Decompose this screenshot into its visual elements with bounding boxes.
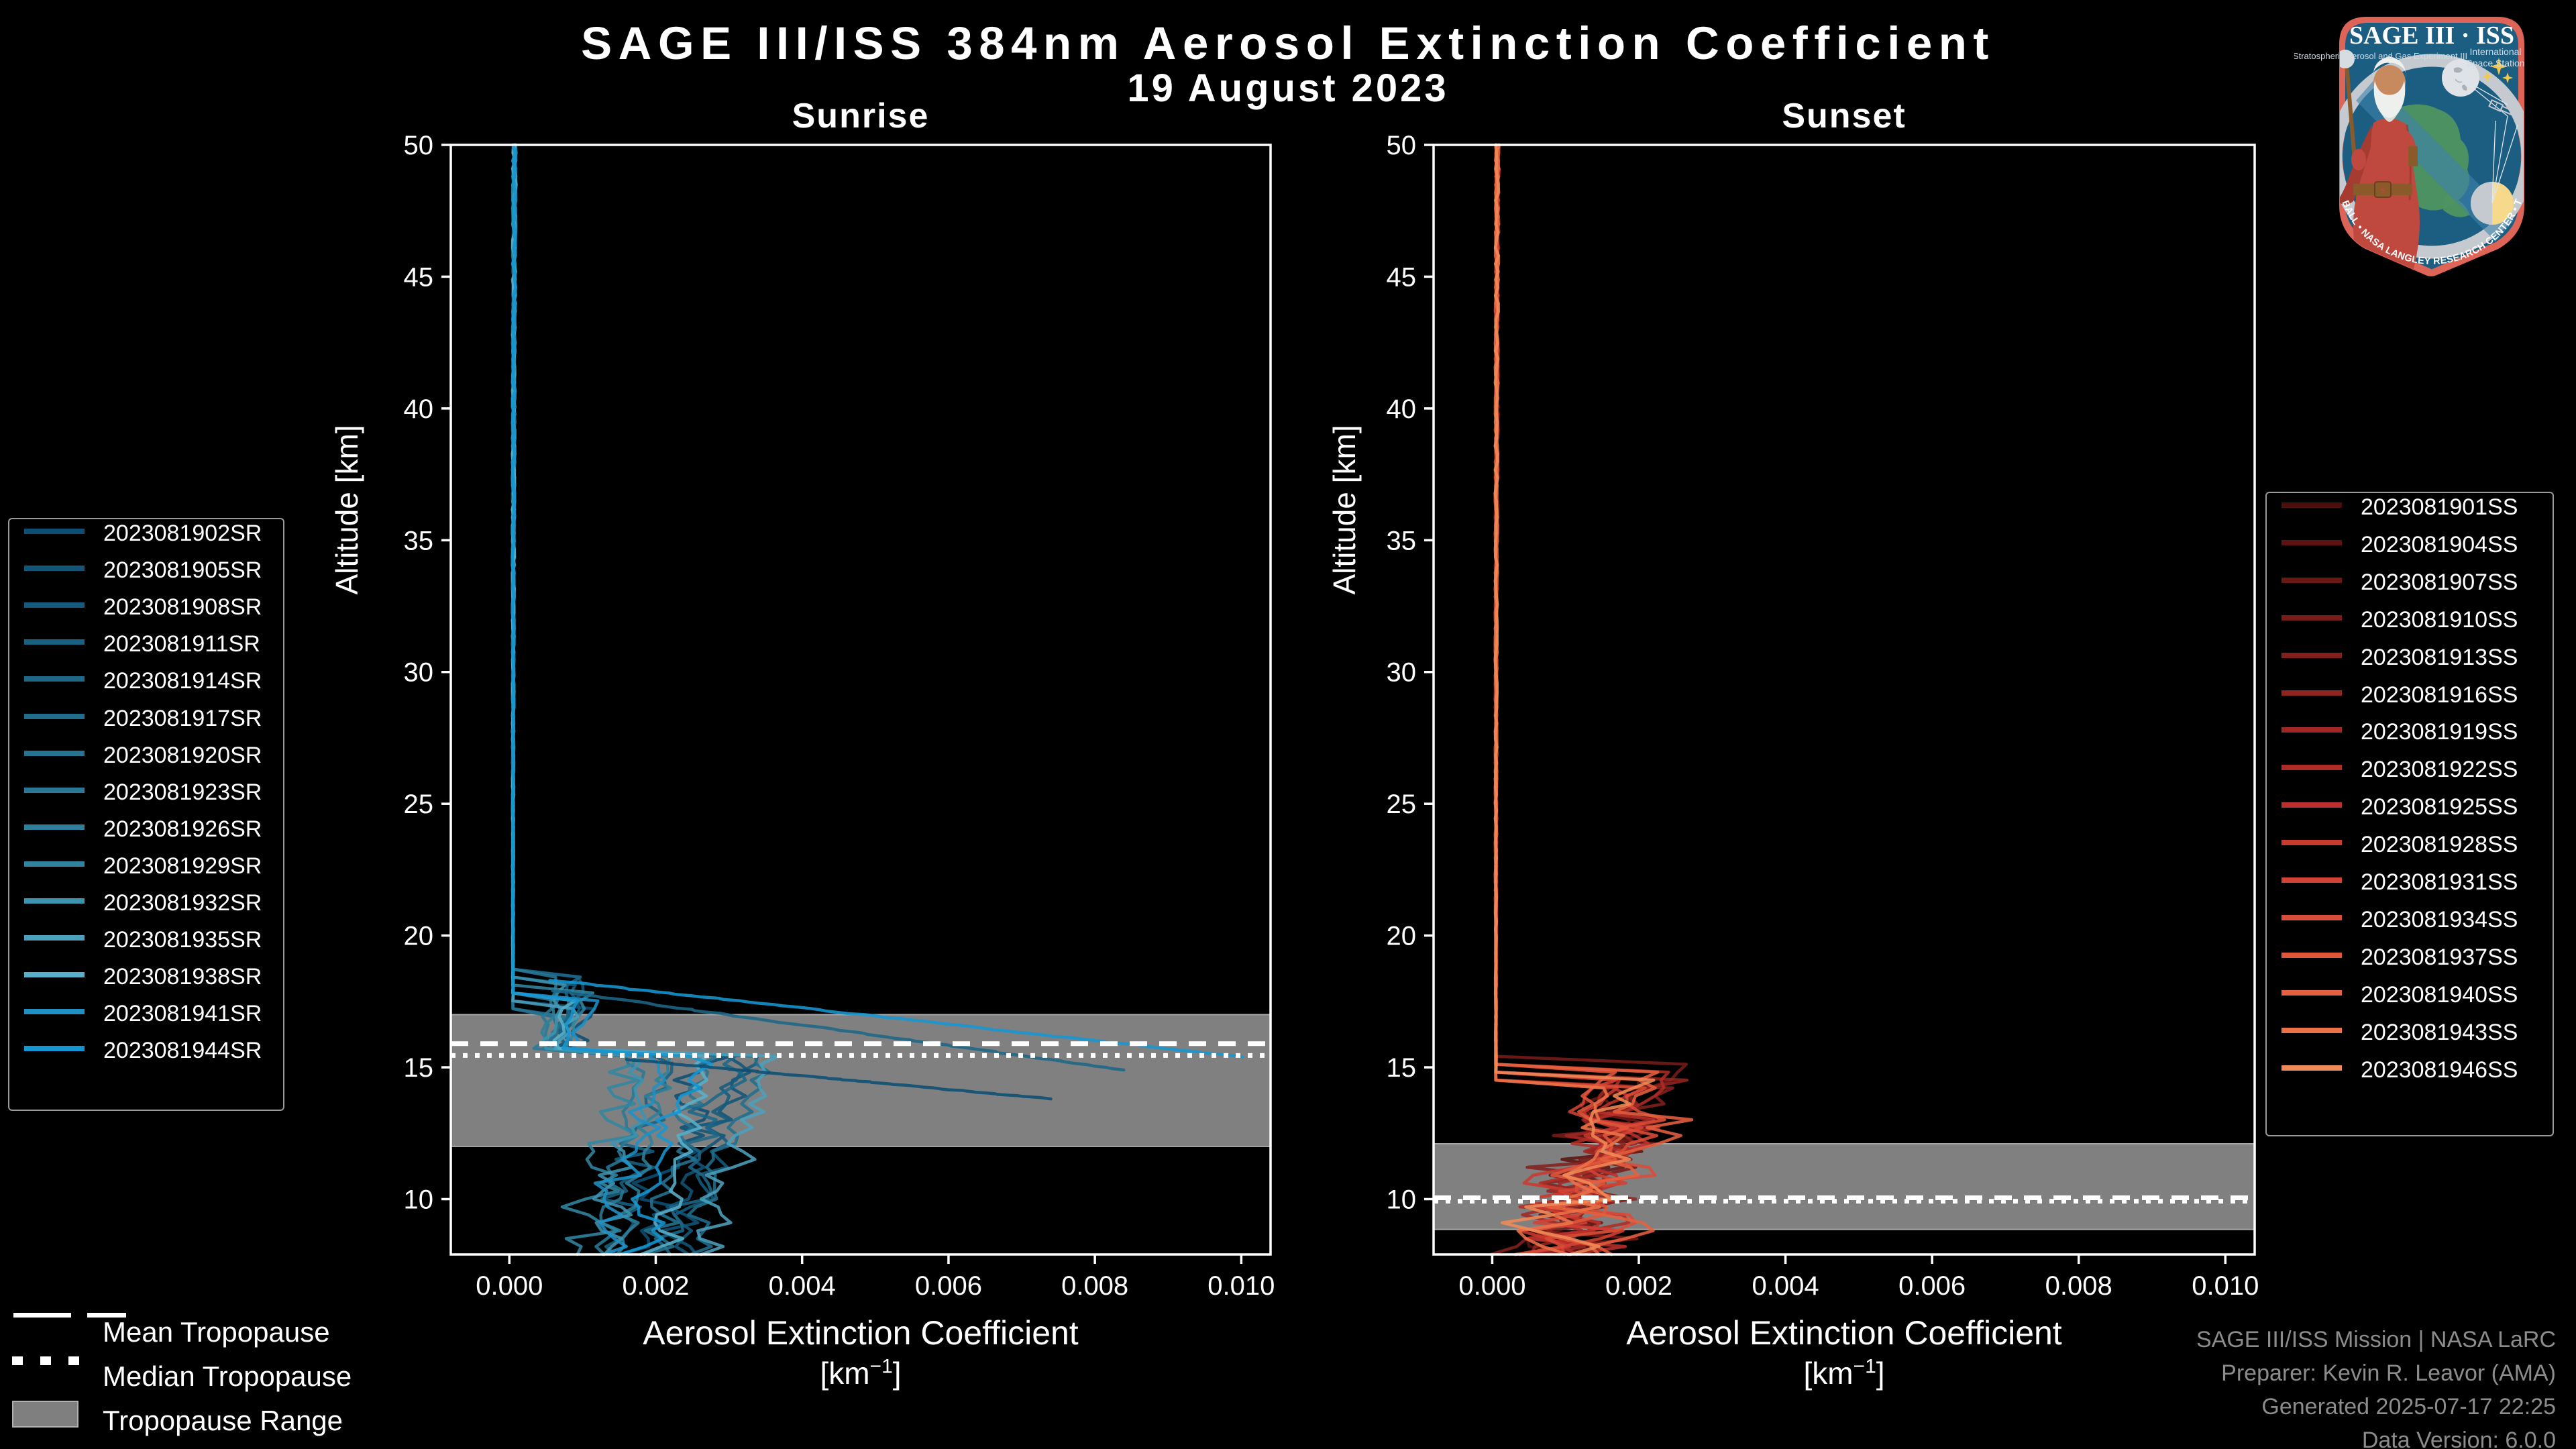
svg-text:35: 35: [404, 526, 434, 555]
svg-text:0.002: 0.002: [622, 1271, 689, 1301]
svg-text:0.000: 0.000: [476, 1271, 543, 1301]
svg-text:25: 25: [404, 790, 434, 819]
svg-text:45: 45: [1387, 262, 1417, 292]
svg-text:0.004: 0.004: [769, 1271, 836, 1301]
svg-text:0.010: 0.010: [2192, 1271, 2259, 1301]
svg-text:15: 15: [1387, 1053, 1417, 1083]
svg-text:35: 35: [1387, 526, 1417, 555]
svg-text:30: 30: [1387, 658, 1417, 688]
svg-text:SAGE III · ISS: SAGE III · ISS: [2349, 21, 2514, 50]
svg-text:International: International: [2469, 46, 2521, 57]
svg-text:40: 40: [1387, 394, 1417, 424]
svg-text:45: 45: [404, 262, 434, 292]
svg-text:0.010: 0.010: [1208, 1271, 1275, 1301]
svg-text:20: 20: [404, 922, 434, 951]
svg-text:20: 20: [1387, 922, 1417, 951]
svg-text:0.004: 0.004: [1752, 1271, 1819, 1301]
svg-text:S: S: [2380, 185, 2385, 195]
svg-text:0.008: 0.008: [2045, 1271, 2112, 1301]
svg-text:0.006: 0.006: [915, 1271, 982, 1301]
svg-text:50: 50: [1387, 131, 1417, 160]
svg-text:10: 10: [404, 1185, 434, 1214]
svg-text:30: 30: [404, 658, 434, 688]
svg-text:10: 10: [1387, 1185, 1417, 1214]
svg-text:Space Station: Space Station: [2466, 58, 2524, 68]
svg-text:0.002: 0.002: [1605, 1271, 1672, 1301]
svg-text:40: 40: [404, 394, 434, 424]
svg-text:25: 25: [1387, 790, 1417, 819]
svg-text:0.000: 0.000: [1458, 1271, 1525, 1301]
svg-text:Stratospheric Aerosol and Gas: Stratospheric Aerosol and Gas Experiment…: [2294, 51, 2467, 61]
svg-text:50: 50: [404, 131, 434, 160]
svg-text:0.006: 0.006: [1898, 1271, 1966, 1301]
svg-text:0.008: 0.008: [1061, 1271, 1128, 1301]
svg-text:15: 15: [404, 1053, 434, 1083]
